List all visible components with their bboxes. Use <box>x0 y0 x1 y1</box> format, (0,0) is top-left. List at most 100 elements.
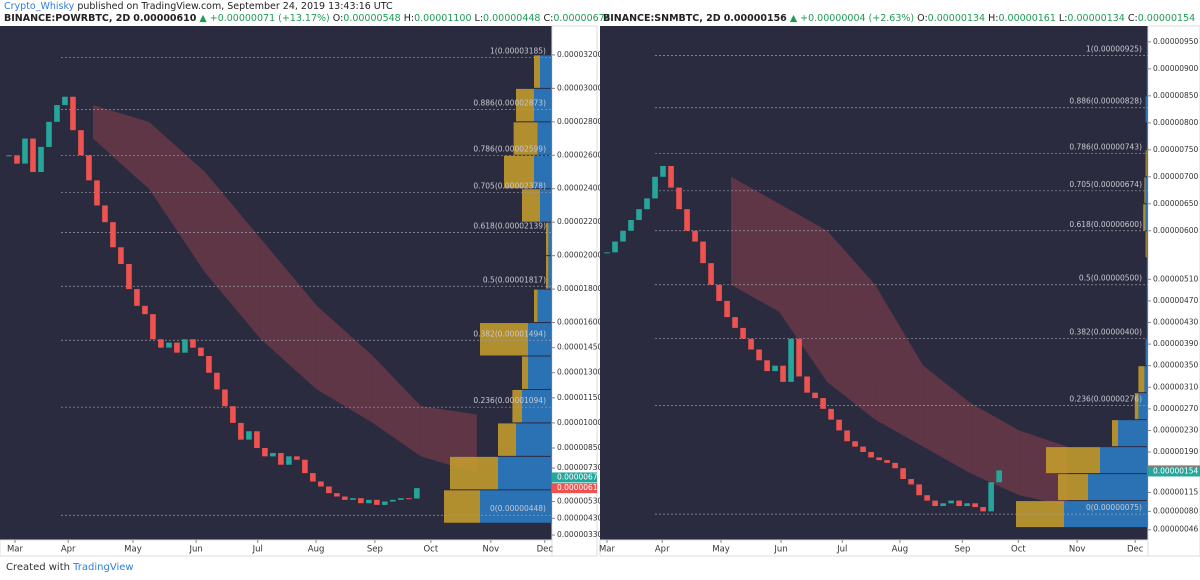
symbol: BINANCE:POWRBTC, 2D <box>4 13 131 24</box>
candle <box>612 241 618 253</box>
fib-label: 0(0.00000075) <box>1086 503 1142 512</box>
y-tick-label: 0.00000230 <box>1153 425 1199 434</box>
candle <box>924 495 930 501</box>
fib-label: 1(0.00000925) <box>1086 44 1142 53</box>
candle <box>54 105 60 122</box>
y-tick-label: 0.00001600 <box>557 318 603 327</box>
y-tick-label: 0.00000900 <box>1153 64 1199 73</box>
last-price: 0.00000156 <box>723 13 787 24</box>
fib-label: 0.236(0.00001094) <box>473 396 546 405</box>
volume-buy <box>1145 339 1148 366</box>
candle <box>326 486 332 494</box>
y-tick-label: 0.00000510 <box>1153 274 1199 283</box>
volume-buy <box>534 88 552 122</box>
fib-label: 0.886(0.00000828) <box>1069 97 1142 106</box>
ohlc-value: 0.00000161 <box>998 13 1056 24</box>
ichimoku-cloud <box>779 203 828 382</box>
volume-buy <box>528 356 552 389</box>
price-badge-label: 0.00000674 <box>557 472 603 481</box>
candle <box>222 389 228 407</box>
candle <box>604 252 610 254</box>
candle <box>46 121 52 147</box>
y-tick-label: 0.00000310 <box>1153 382 1199 391</box>
ichimoku-cloud <box>731 176 780 312</box>
volume-sell <box>504 155 534 189</box>
candle <box>302 459 308 474</box>
candle <box>948 500 954 504</box>
candle <box>740 327 746 339</box>
fib-label: 0.382(0.00000400) <box>1069 328 1142 337</box>
candle <box>708 263 714 285</box>
volume-buy <box>1118 420 1148 447</box>
candle <box>294 456 300 460</box>
y-tick-label: 0.00000430 <box>1153 318 1199 327</box>
candle <box>628 219 634 231</box>
candle <box>198 347 204 357</box>
candle <box>716 284 722 301</box>
fib-label: 1(0.00003185) <box>490 46 546 55</box>
candle <box>238 422 244 440</box>
candle <box>796 338 802 377</box>
x-tick-label: Nov <box>1069 545 1086 555</box>
volume-sell <box>444 490 480 523</box>
candle <box>126 264 132 290</box>
volume-sell <box>1046 447 1100 474</box>
candle <box>988 482 994 512</box>
volume-buy <box>1138 393 1148 420</box>
volume-buy <box>1146 312 1148 339</box>
publish-line: Crypto_Whisky published on TradingView.c… <box>4 1 393 12</box>
fib-label: 0.5(0.00000500) <box>1079 274 1142 283</box>
x-tick-label: Oct <box>423 545 438 555</box>
fib-label: 0.236(0.00000276) <box>1069 395 1142 404</box>
y-tick-label: 0.00000115 <box>1153 488 1199 497</box>
candle <box>812 392 818 399</box>
brand[interactable]: TradingView <box>73 562 134 573</box>
candle <box>390 499 396 502</box>
candle <box>382 501 388 505</box>
candle <box>6 155 12 157</box>
y-tick-label: 0.00001150 <box>557 393 603 402</box>
ohlc-label: L: <box>474 13 484 24</box>
volume-buy <box>1144 366 1148 393</box>
ichimoku-cloud <box>260 238 317 390</box>
y-tick-label: 0.00000650 <box>1153 199 1199 208</box>
candle <box>636 209 642 220</box>
fib-label: 0.786(0.00000743) <box>1069 143 1142 152</box>
candle <box>668 166 674 188</box>
ichimoku-cloud <box>827 230 876 420</box>
symbol-line: BINANCE:POWRBTC, 2D 0.00000610 ▲ +0.0000… <box>4 13 611 24</box>
y-tick-label: 0.00000600 <box>1153 226 1199 235</box>
candle <box>644 198 650 210</box>
volume-buy <box>1146 285 1148 312</box>
x-tick-label: Apr <box>655 545 670 555</box>
volume-sell <box>546 222 549 256</box>
ohlc-label: H: <box>403 13 415 24</box>
price-badge <box>552 472 597 483</box>
volume-sell <box>534 55 540 88</box>
candle <box>764 360 770 372</box>
candle <box>86 155 92 181</box>
symbol: BINANCE:SNMBTC, 2D <box>603 13 721 24</box>
volume-sell <box>546 256 549 289</box>
volume-sell <box>1112 420 1118 447</box>
ichimoku-cloud <box>204 172 261 340</box>
candle <box>62 96 68 106</box>
candle <box>270 453 276 457</box>
candle <box>788 338 794 382</box>
volume-buy <box>1145 96 1148 123</box>
candle <box>964 503 970 506</box>
candle <box>972 503 978 508</box>
candle <box>676 187 682 210</box>
ohlc-value: 0.00000674 <box>553 13 611 24</box>
author[interactable]: Crypto_Whisky <box>4 1 75 12</box>
x-tick-label: Jun <box>773 545 787 555</box>
candle <box>366 499 372 504</box>
y-tick-label: 0.00001300 <box>557 368 603 377</box>
candle <box>780 365 786 382</box>
candle <box>374 499 380 505</box>
volume-sell <box>522 356 528 389</box>
y-tick-label: 0.00000850 <box>1153 91 1199 100</box>
header: Crypto_Whisky published on TradingView.c… <box>0 0 1200 26</box>
ohlc-label: H: <box>988 13 999 24</box>
